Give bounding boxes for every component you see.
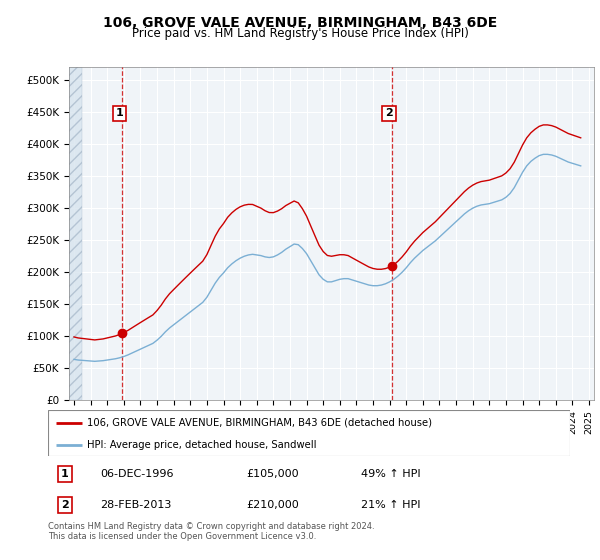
Bar <box>69 67 82 400</box>
Text: £105,000: £105,000 <box>247 469 299 479</box>
Text: 2: 2 <box>385 108 393 118</box>
Text: 21% ↑ HPI: 21% ↑ HPI <box>361 500 421 510</box>
Text: £210,000: £210,000 <box>247 500 299 510</box>
Text: Price paid vs. HM Land Registry's House Price Index (HPI): Price paid vs. HM Land Registry's House … <box>131 27 469 40</box>
Text: 28-FEB-2013: 28-FEB-2013 <box>100 500 172 510</box>
Text: 2: 2 <box>61 500 69 510</box>
Text: 106, GROVE VALE AVENUE, BIRMINGHAM, B43 6DE: 106, GROVE VALE AVENUE, BIRMINGHAM, B43 … <box>103 16 497 30</box>
Text: HPI: Average price, detached house, Sandwell: HPI: Average price, detached house, Sand… <box>87 440 317 450</box>
Text: 1: 1 <box>115 108 123 118</box>
Text: Contains HM Land Registry data © Crown copyright and database right 2024.
This d: Contains HM Land Registry data © Crown c… <box>48 522 374 542</box>
Text: 106, GROVE VALE AVENUE, BIRMINGHAM, B43 6DE (detached house): 106, GROVE VALE AVENUE, BIRMINGHAM, B43 … <box>87 418 432 428</box>
Text: 49% ↑ HPI: 49% ↑ HPI <box>361 469 421 479</box>
Text: 1: 1 <box>61 469 69 479</box>
Text: 06-DEC-1996: 06-DEC-1996 <box>100 469 174 479</box>
